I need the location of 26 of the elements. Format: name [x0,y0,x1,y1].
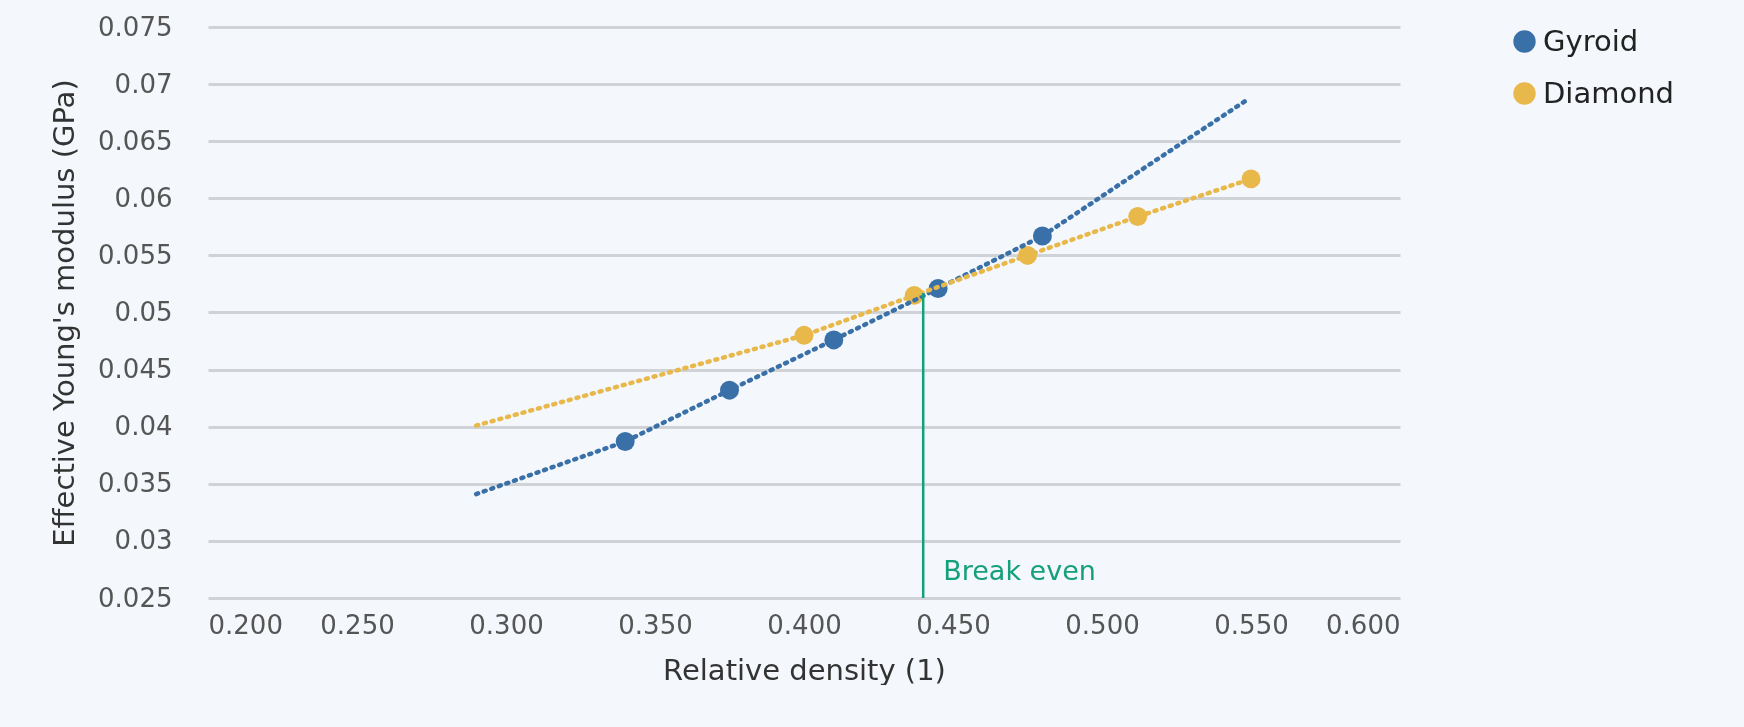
x-tick-label: 0.600 [1326,609,1401,640]
y-tick-label: 0.07 [114,68,173,99]
y-tick-label: 0.035 [98,468,173,499]
legend-label: Gyroid [1543,23,1639,58]
line-series [473,98,1248,497]
annotation: Break even [943,555,1096,586]
y-tick-label: 0.075 [98,11,173,42]
y-tick-label: 0.03 [114,525,173,556]
y-tick-label: 0.04 [114,411,173,442]
y-tick-label: 0.05 [114,297,173,327]
y-tick-label: 0.055 [98,239,173,270]
legend-label: Diamond [1543,75,1674,110]
x-tick-label: 0.500 [1065,609,1140,640]
x-tick-label: 0.400 [767,609,842,640]
x-tick-label: 0.550 [1214,609,1289,640]
y-tick-label: 0.025 [98,582,173,613]
y-tick-label: 0.045 [98,354,173,385]
y-tick-label: 0.06 [114,182,173,213]
x-axis-title: Relative density (1) [663,652,946,687]
x-tick-label: 0.200 [208,609,283,640]
x-tick-label: 0.350 [618,609,693,640]
y-axis-title: Effective Young's modulus (GPa) [47,79,82,547]
y-tick-label: 0.065 [98,125,173,156]
x-tick-label: 0.300 [469,609,544,640]
x-tick-label: 0.450 [916,609,991,640]
x-tick-label: 0.250 [320,609,395,640]
